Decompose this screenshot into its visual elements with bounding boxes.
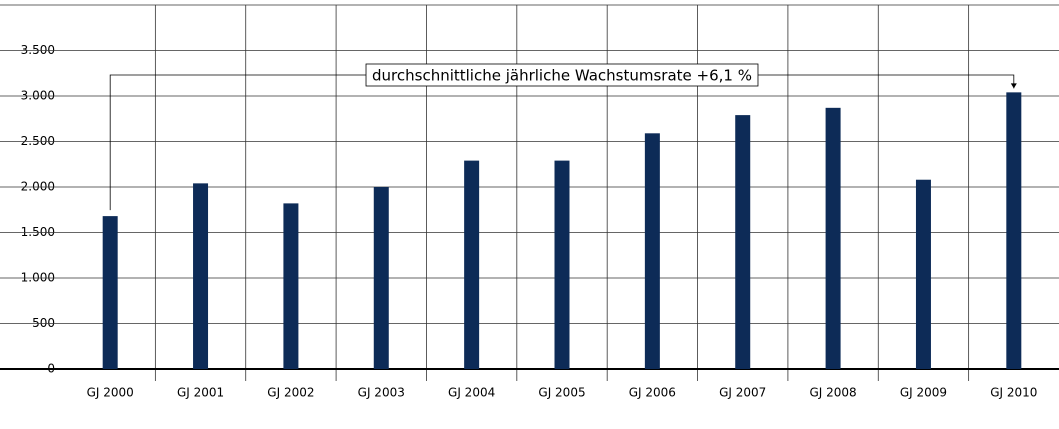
bar: [373, 187, 389, 369]
x-tick-label: GJ 2004: [448, 386, 495, 400]
y-tick-label: 3.000: [21, 89, 55, 103]
x-tick-label: GJ 2010: [990, 386, 1037, 400]
y-tick-label: 1.000: [21, 271, 55, 285]
bar: [283, 203, 299, 369]
bar: [915, 179, 931, 369]
x-tick-label: GJ 2001: [177, 386, 224, 400]
x-tick-label: GJ 2006: [629, 386, 676, 400]
x-tick-label: GJ 2005: [538, 386, 585, 400]
bar: [102, 216, 118, 369]
bar: [464, 160, 480, 369]
bar: [825, 107, 841, 369]
x-tick-label: GJ 2008: [809, 386, 856, 400]
x-tick-label: GJ 2007: [719, 386, 766, 400]
x-tick-label: GJ 2000: [87, 386, 134, 400]
y-tick-label: 2.000: [21, 180, 55, 194]
bar: [735, 115, 751, 369]
annotation-arrow: [1010, 83, 1017, 89]
y-tick-label: 1.500: [21, 225, 55, 239]
y-tick-label: 500: [32, 316, 55, 330]
y-tick-label: 3.500: [21, 43, 55, 57]
bar: [193, 183, 209, 369]
x-tick-label: GJ 2002: [267, 386, 314, 400]
x-tick-label: GJ 2009: [900, 386, 947, 400]
x-tick-label: GJ 2003: [358, 386, 405, 400]
y-tick-label: 2.500: [21, 134, 55, 148]
bar: [554, 160, 570, 369]
bar: [644, 133, 660, 369]
annotation-box: [365, 63, 759, 87]
annotation: durchschnittliche jährliche Wachstumsrat…: [372, 67, 752, 85]
bar: [1006, 92, 1022, 370]
